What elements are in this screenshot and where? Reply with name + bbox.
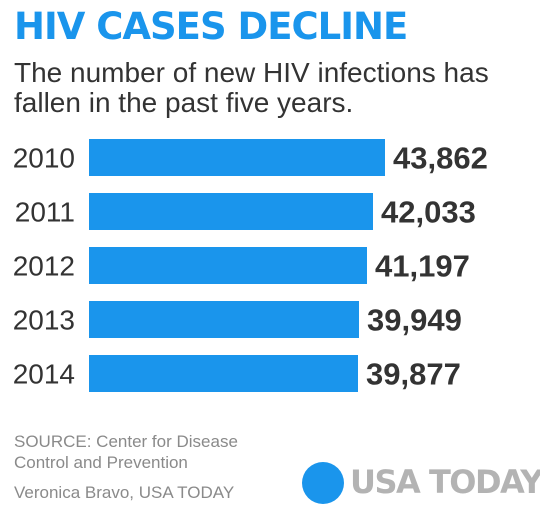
- usa-today-logo-dot: [302, 462, 344, 504]
- chart-subtitle: The number of new HIV infections has fal…: [14, 57, 489, 118]
- bar: [89, 301, 359, 338]
- category-label: 2013: [13, 305, 75, 336]
- chart-title: HIV CASES DECLINE: [14, 5, 408, 48]
- bar: [89, 193, 373, 230]
- value-label: 41,197: [375, 249, 470, 284]
- bar: [89, 247, 367, 284]
- bar: [89, 355, 358, 392]
- category-label: 2012: [13, 251, 75, 282]
- category-label: 2010: [13, 143, 75, 174]
- credit-line: Veronica Bravo, USA TODAY: [14, 483, 235, 502]
- value-label: 39,949: [367, 303, 462, 338]
- category-label: 2011: [15, 197, 75, 228]
- bar-chart: 2010 43,862 2011 42,033 2012 41,197 2013 39,949…: [13, 139, 488, 392]
- category-label: 2014: [13, 359, 75, 390]
- usa-today-logo-text: USA TODAY: [350, 463, 540, 501]
- source-note: SOURCE: Center for Disease Control and P…: [14, 432, 238, 472]
- value-label: 42,033: [381, 195, 476, 230]
- value-label: 43,862: [393, 141, 488, 176]
- bar: [89, 139, 385, 176]
- value-label: 39,877: [366, 357, 461, 392]
